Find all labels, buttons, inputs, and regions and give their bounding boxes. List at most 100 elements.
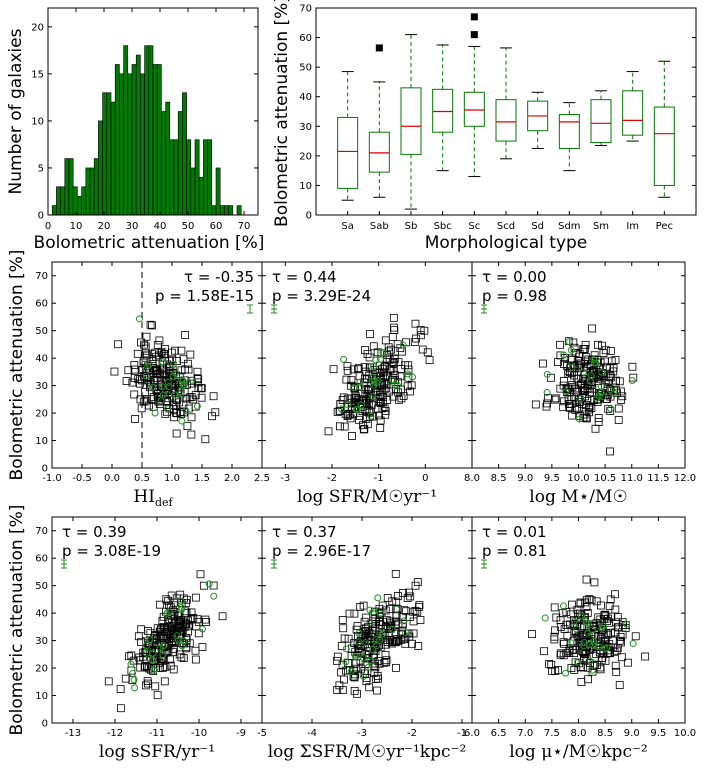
scatter-point xyxy=(146,320,155,329)
y-tick-label: 5 xyxy=(38,163,44,174)
scatter-point xyxy=(361,346,369,355)
scatter-point-green xyxy=(400,617,408,625)
scatter-point xyxy=(423,348,432,357)
x-tick-label: 1.5 xyxy=(194,473,210,484)
scatter-point xyxy=(573,384,582,393)
histogram-bar xyxy=(219,205,225,216)
scatter-point xyxy=(591,424,600,433)
scatter-point xyxy=(404,629,413,638)
scatter-point xyxy=(167,627,176,636)
scatter-point-green xyxy=(178,376,186,384)
histogram-bar xyxy=(135,54,141,216)
x-axis-label: Bolometric attenuation [%] xyxy=(34,233,265,253)
scatter-point xyxy=(153,691,162,700)
histogram-bar xyxy=(127,73,133,216)
histogram-bar xyxy=(169,139,175,216)
scatter-point-green xyxy=(589,637,597,645)
x-tick-label: -1 xyxy=(457,728,467,739)
kendall-tau-label: τ = -0.35 xyxy=(184,268,254,286)
scatter-point xyxy=(175,650,184,659)
scatter-point xyxy=(354,365,362,374)
scatter-point xyxy=(413,578,422,586)
scatter-point-green xyxy=(159,651,167,659)
scatter-point xyxy=(369,610,378,619)
x-tick-label: Sa xyxy=(341,221,353,232)
scatter-point-green xyxy=(389,625,397,633)
histogram-bar xyxy=(236,205,242,216)
scatter-point xyxy=(374,656,383,665)
scatter-point xyxy=(579,375,587,384)
scatter-point xyxy=(381,336,390,345)
scatter-point xyxy=(603,362,611,371)
y-tick-label: 40 xyxy=(299,92,312,103)
scatter-point-green xyxy=(342,645,350,653)
scatter-point-green xyxy=(159,358,167,366)
scatter-point xyxy=(606,629,615,638)
y-tick-label: 20 xyxy=(31,22,44,33)
scatter-point-green xyxy=(146,635,154,643)
scatter-point xyxy=(378,404,387,413)
scatter-point xyxy=(350,686,359,695)
scatter-point xyxy=(170,387,179,396)
x-tick-label: 40 xyxy=(154,221,167,232)
scatter-point-green xyxy=(374,594,382,602)
scatter-point xyxy=(338,396,347,404)
scatter-point xyxy=(613,613,622,621)
scatter-point-green xyxy=(579,368,587,376)
scatter-point xyxy=(365,363,374,372)
scatter-point xyxy=(169,648,178,657)
scatter-point-green xyxy=(404,370,412,378)
scatter-point xyxy=(546,373,555,382)
scatter-point-green xyxy=(587,372,595,380)
scatter-point xyxy=(594,418,603,426)
scatter-point xyxy=(376,424,385,432)
scatter-point xyxy=(180,623,189,631)
scatter-point xyxy=(130,365,139,374)
scatter-point-green xyxy=(543,389,551,397)
scatter-point xyxy=(579,633,588,642)
scatter-point xyxy=(581,649,590,658)
scatter-point xyxy=(611,661,620,670)
scatter-point xyxy=(124,366,133,375)
x-tick-label: 0.5 xyxy=(134,473,150,484)
scatter-point xyxy=(582,596,591,604)
histogram-bar xyxy=(60,186,66,216)
scatter-point xyxy=(143,677,152,685)
y-tick-label: 20 xyxy=(35,664,48,675)
scatter-point xyxy=(554,665,562,674)
kendall-tau-label: τ = 0.00 xyxy=(482,268,547,286)
scatter-point xyxy=(605,618,614,627)
scatter-point xyxy=(604,404,613,413)
scatter-point xyxy=(364,386,373,395)
x-tick-label: 7.0 xyxy=(517,728,533,739)
scatter-point xyxy=(121,674,130,683)
scatter-point-green xyxy=(393,381,401,389)
y-axis-label: Bolometric attenuation [%] xyxy=(7,250,27,481)
scatter-point xyxy=(606,346,615,355)
scatter-point-green xyxy=(541,614,549,622)
x-axis-label: log μ⋆/M☉kpc⁻² xyxy=(509,742,648,762)
scatter-point xyxy=(564,369,573,378)
scatter-point-green xyxy=(144,362,152,370)
scatter-point-green xyxy=(606,386,614,394)
scatter-point xyxy=(143,351,151,360)
scatter-point xyxy=(392,617,400,626)
scatter-point xyxy=(615,681,624,689)
scatter-point xyxy=(601,346,610,355)
scatter-point xyxy=(353,689,361,698)
scatter-point xyxy=(567,610,576,619)
scatter-point xyxy=(582,575,591,584)
scatter-point xyxy=(614,416,623,424)
scatter-point xyxy=(148,350,157,359)
scatter-point-green xyxy=(610,389,618,397)
boxplot-axes-frame xyxy=(315,7,697,216)
scatter-point xyxy=(411,319,420,328)
scatter-point-green xyxy=(171,369,179,377)
scatter-point xyxy=(154,397,163,406)
histogram-bar xyxy=(148,45,154,216)
scatter-point-green xyxy=(376,355,384,363)
scatter-point xyxy=(560,377,568,385)
x-tick-label: 0 xyxy=(422,473,428,484)
scatter-point-green xyxy=(376,637,384,645)
scatter-point xyxy=(621,623,630,632)
